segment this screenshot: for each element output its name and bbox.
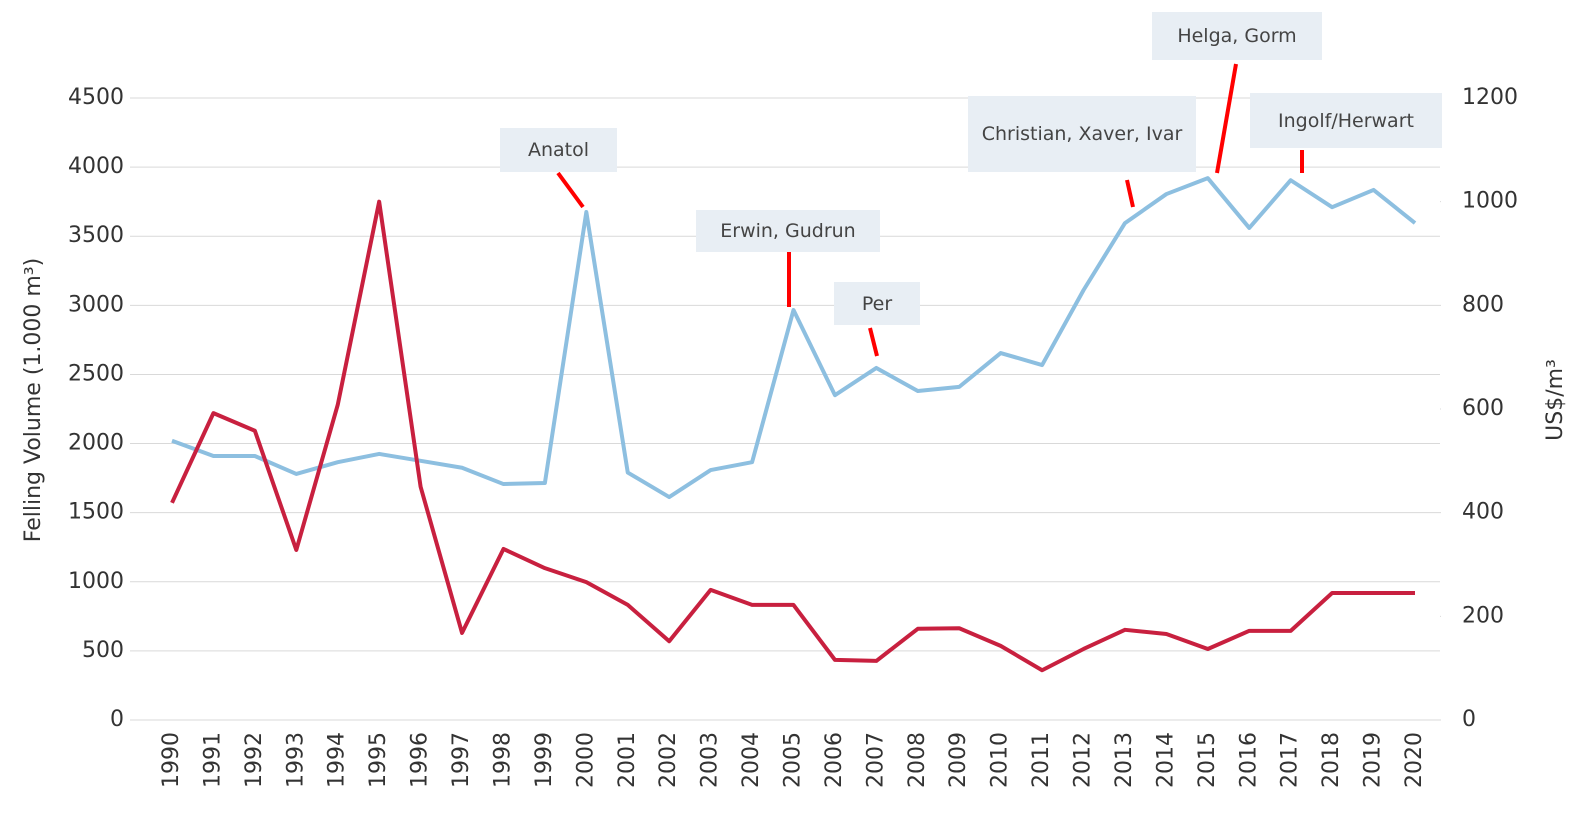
x-tick-label: 1993 (283, 732, 308, 788)
x-tick-label: 2012 (1071, 732, 1096, 788)
annotation: Per (834, 282, 920, 325)
annotation: Christian, Xaver, Ivar (968, 96, 1196, 172)
y-tick-label: 0 (110, 707, 124, 732)
y-tick-label: 2500 (68, 361, 124, 386)
y2-tick-label: 200 (1462, 603, 1504, 628)
x-tick-label: 2013 (1112, 732, 1137, 788)
series-line (170, 199, 1415, 673)
y-tick-label: 4000 (68, 154, 124, 179)
x-tick-label: 2018 (1319, 732, 1344, 788)
x-tick-label: 2017 (1278, 732, 1303, 788)
x-tick-label: 1994 (325, 732, 350, 788)
x-tick-label: 1996 (408, 732, 433, 788)
x-tick-label: 2002 (656, 732, 681, 788)
y-tick-label: 1000 (68, 569, 124, 594)
y-tick-label: 3000 (68, 292, 124, 317)
y2-tick-label: 1000 (1462, 189, 1518, 214)
x-tick-label: 1991 (200, 732, 225, 788)
y-tick-label: 1500 (68, 500, 124, 525)
annotation-leader (1215, 63, 1238, 174)
x-tick-label: 1998 (490, 732, 515, 788)
x-tick-label: 2007 (863, 732, 888, 788)
x-tick-label: 2020 (1402, 732, 1427, 788)
x-tick-label: 2015 (1195, 732, 1220, 788)
x-tick-label: 2003 (698, 732, 723, 788)
annotation-leader (868, 327, 879, 357)
annotation-leader (1125, 179, 1135, 208)
x-tick-label: 2004 (739, 732, 764, 788)
y2-axis-title: US$/m³ (1543, 359, 1568, 441)
x-tick-label: 2001 (615, 732, 640, 788)
x-tick-label: 2016 (1236, 732, 1261, 788)
x-tick-label: 2019 (1361, 732, 1386, 788)
y2-tick-label: 800 (1462, 292, 1504, 317)
y2-tick-label: 600 (1462, 396, 1504, 421)
x-tick-label: 2009 (946, 732, 971, 788)
y-axis-title: Felling Volume (1.000 m³) (21, 258, 46, 542)
y2-tick-label: 0 (1462, 707, 1476, 732)
x-tick-label: 2011 (1029, 732, 1054, 788)
x-tick-label: 2008 (905, 732, 930, 788)
x-tick-label: 2005 (781, 732, 806, 788)
annotation: Anatol (500, 128, 617, 172)
x-tick-label: 2006 (822, 732, 847, 788)
x-tick-label: 1992 (242, 732, 267, 788)
annotation: Ingolf/Herwart (1250, 93, 1442, 148)
x-tick-label: 1997 (449, 732, 474, 788)
y2-tick-label: 1200 (1462, 85, 1518, 110)
annotation-leader (556, 171, 585, 209)
y-tick-label: 500 (82, 638, 124, 663)
y-tick-label: 3500 (68, 223, 124, 248)
x-tick-label: 2014 (1153, 732, 1178, 788)
x-tick-label: 1995 (366, 732, 391, 788)
annotation: Erwin, Gudrun (696, 210, 880, 252)
y2-tick-label: 400 (1462, 500, 1504, 525)
annotation: Helga, Gorm (1152, 12, 1322, 60)
y-tick-label: 2000 (68, 431, 124, 456)
x-tick-label: 2010 (988, 732, 1013, 788)
x-tick-label: 1999 (532, 732, 557, 788)
x-tick-label: 1990 (159, 732, 184, 788)
y-tick-label: 4500 (68, 85, 124, 110)
x-tick-label: 2000 (573, 732, 598, 788)
series-line (171, 176, 1417, 500)
